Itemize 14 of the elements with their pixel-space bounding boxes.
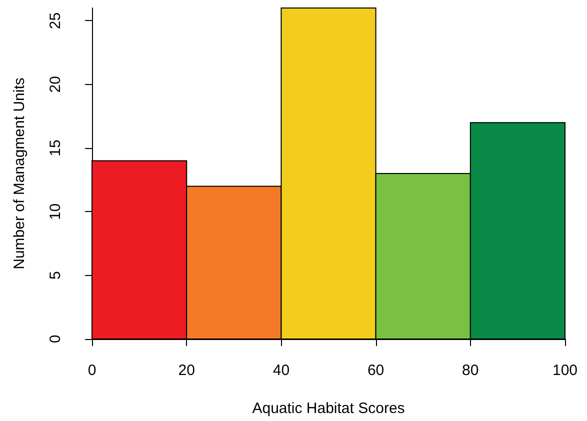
y-tick-label: 15 bbox=[47, 140, 64, 156]
y-tick-label: 10 bbox=[47, 203, 64, 220]
x-tick-label: 40 bbox=[272, 362, 290, 379]
x-tick-label: 80 bbox=[462, 362, 479, 379]
x-tick-label: 0 bbox=[88, 362, 96, 379]
x-tick-label: 100 bbox=[552, 362, 578, 379]
y-tick-label: 25 bbox=[47, 12, 64, 30]
y-tick-label: 5 bbox=[47, 271, 64, 280]
x-tick-label: 60 bbox=[367, 362, 384, 379]
y-tick-label: 20 bbox=[47, 76, 64, 93]
x-tick-label: 20 bbox=[178, 362, 195, 379]
y-tick-label: 0 bbox=[47, 334, 64, 344]
x-axis-title: Aquatic Habitat Scores bbox=[252, 400, 405, 417]
y-axis-title: Number of Managment Units bbox=[11, 78, 28, 270]
